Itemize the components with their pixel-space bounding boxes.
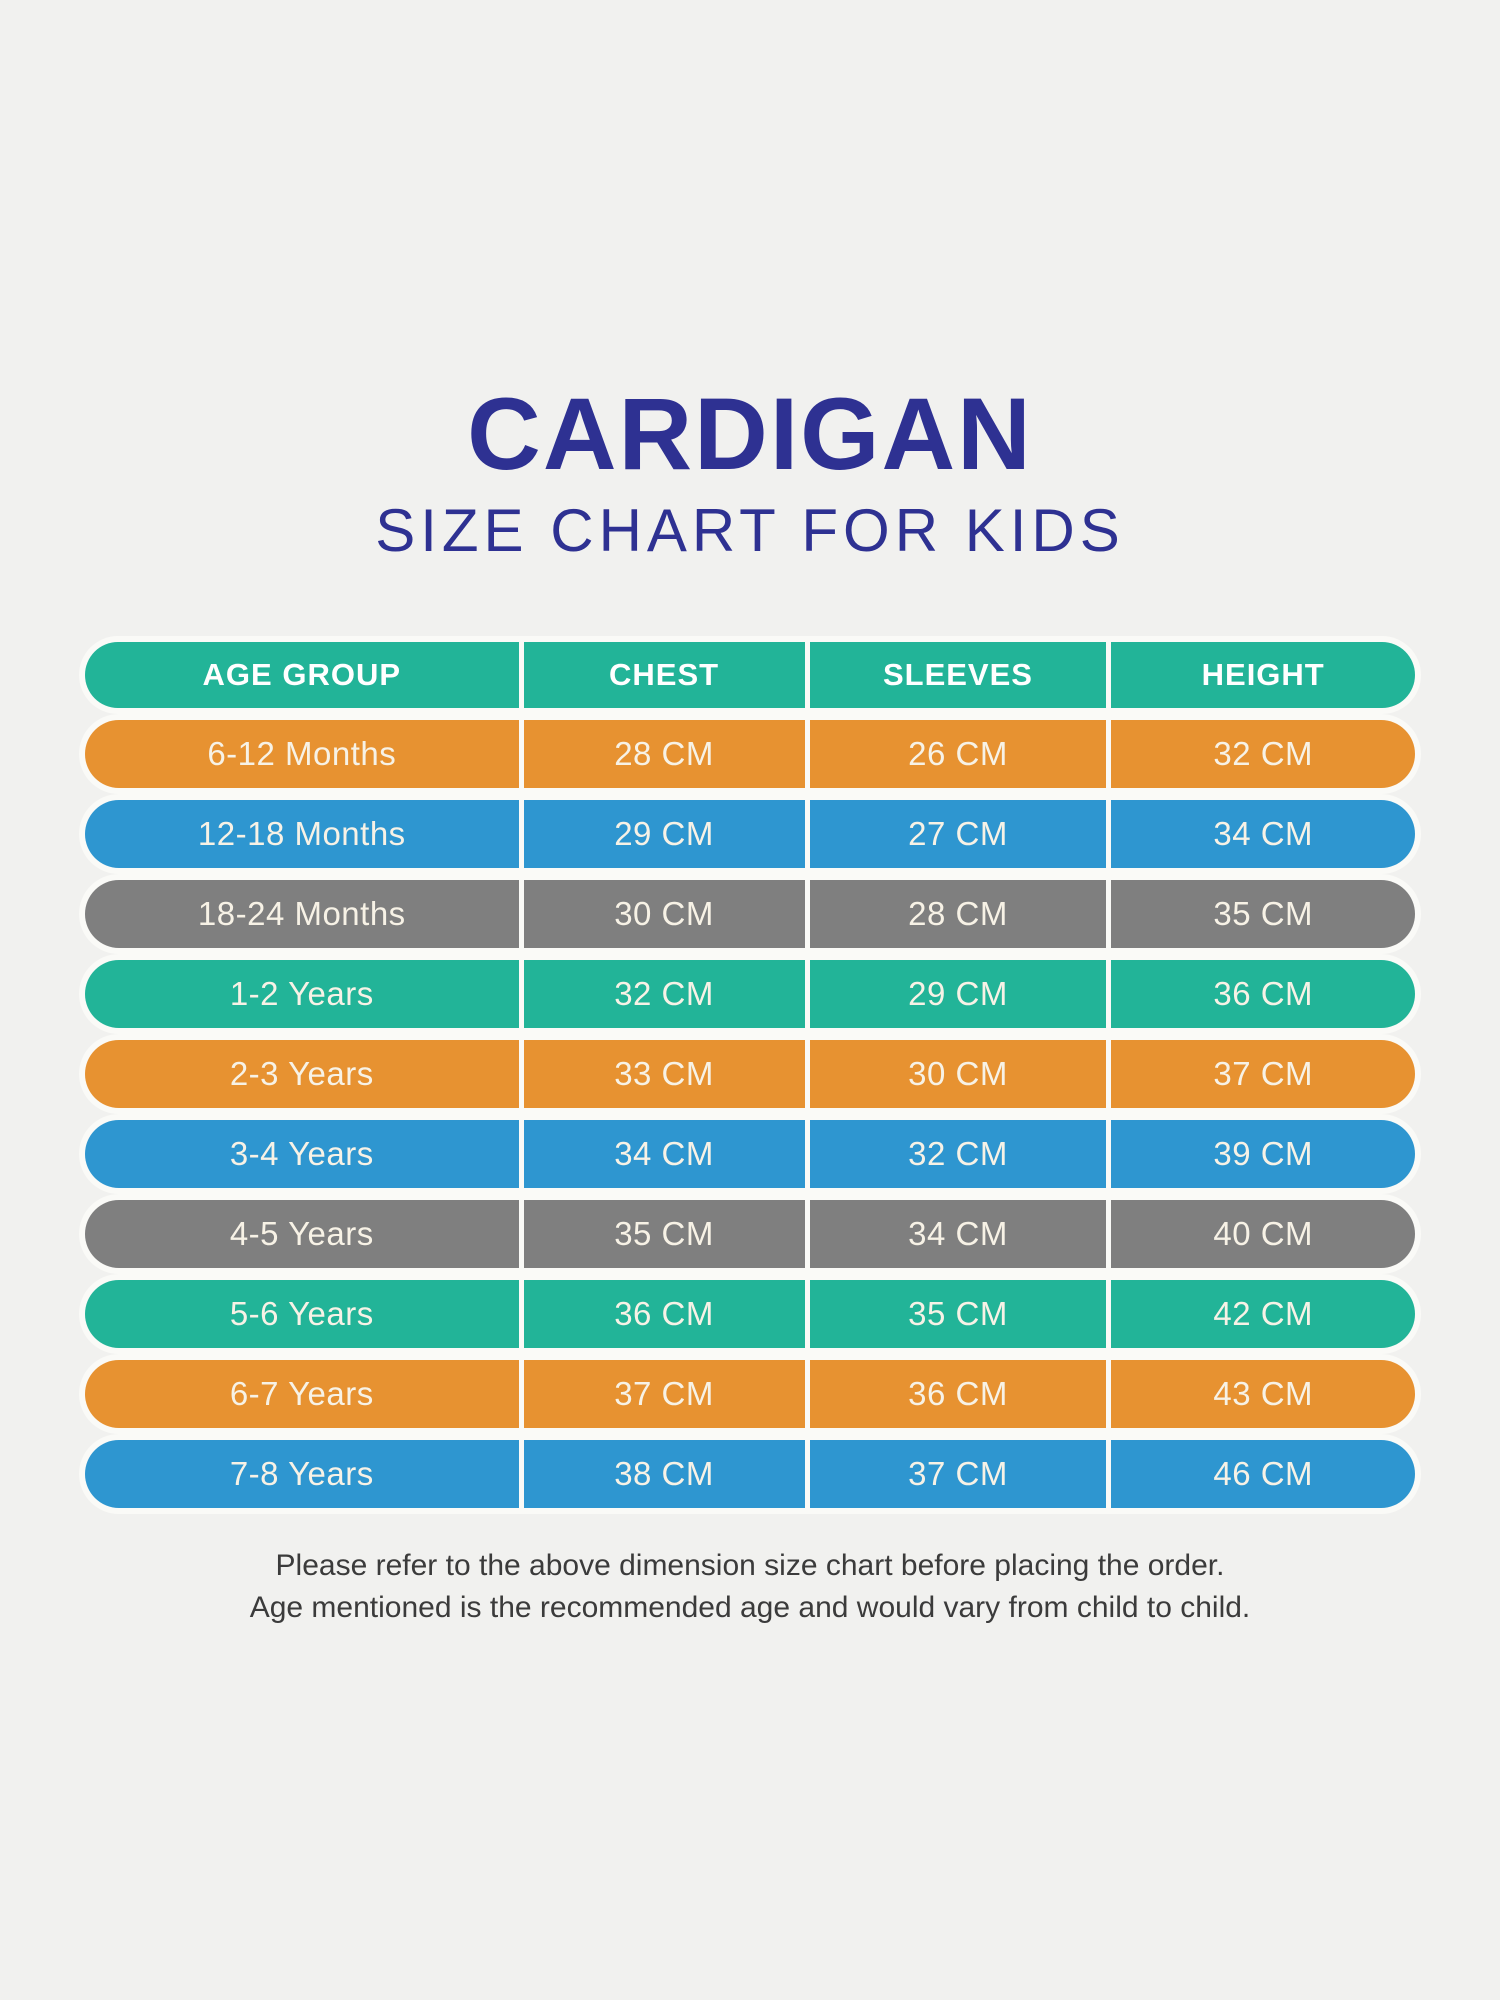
cell-height: 43 CM [1106,1360,1415,1428]
cell-age-group: 12-18 Months [197,815,406,852]
cell-height: 37 CM [1106,1040,1415,1108]
cell-sleeves: 35 CM [804,1280,1107,1348]
cell-age-group: 6-7 Years [229,1375,374,1412]
footer-line-1: Please refer to the above dimension size… [275,1549,1225,1582]
table-row: 2-3 Years 33 CM 30 CM 37 CM [85,1040,1415,1108]
table-row: 6-12 Months 28 CM 26 CM 32 CM [85,720,1415,788]
cell-chest: 38 CM [518,1440,805,1508]
table-row: 6-7 Years 37 CM 36 CM 43 CM [85,1360,1415,1428]
cell-chest: 36 CM [518,1280,805,1348]
cell-chest: 33 CM [518,1040,805,1108]
cell-sleeves: 32 CM [804,1120,1107,1188]
size-chart-table: AGE GROUP CHEST SLEEVES HEIGHT 6-12 Mont… [85,642,1415,1520]
cell-chest: 32 CM [518,960,805,1028]
title-block: CARDIGAN SIZE CHART FOR KIDS [0,383,1500,561]
table-row: 7-8 Years 38 CM 37 CM 46 CM [85,1440,1415,1508]
cell-sleeves: 36 CM [804,1360,1107,1428]
cell-sleeves: 34 CM [804,1200,1107,1268]
cell-height: 36 CM [1106,960,1415,1028]
cell-age-group: 2-3 Years [229,1055,374,1092]
cell-height: 46 CM [1106,1440,1415,1508]
page-subtitle: SIZE CHART FOR KIDS [375,497,1125,564]
table-row: 1-2 Years 32 CM 29 CM 36 CM [85,960,1415,1028]
table-header-row: AGE GROUP CHEST SLEEVES HEIGHT [85,642,1415,708]
cell-height: 42 CM [1106,1280,1415,1348]
column-header-sleeves: SLEEVES [804,642,1107,708]
footer-line-2: Age mentioned is the recommended age and… [249,1591,1251,1624]
cell-sleeves: 26 CM [804,720,1107,788]
cell-age-group: 4-5 Years [229,1215,374,1252]
cell-chest: 29 CM [518,800,805,868]
column-header-age-group: AGE GROUP [202,657,402,692]
table-body: 6-12 Months 28 CM 26 CM 32 CM 12-18 Mont… [85,720,1415,1508]
cell-height: 32 CM [1106,720,1415,788]
footer-note: Please refer to the above dimension size… [0,1545,1500,1629]
table-row: 18-24 Months 30 CM 28 CM 35 CM [85,880,1415,948]
cell-chest: 34 CM [518,1120,805,1188]
cell-height: 35 CM [1106,880,1415,948]
cell-height: 40 CM [1106,1200,1415,1268]
cell-chest: 35 CM [518,1200,805,1268]
cell-chest: 30 CM [518,880,805,948]
cell-age-group: 1-2 Years [229,975,374,1012]
cell-sleeves: 29 CM [804,960,1107,1028]
table-row: 4-5 Years 35 CM 34 CM 40 CM [85,1200,1415,1268]
cell-sleeves: 37 CM [804,1440,1107,1508]
cell-chest: 28 CM [518,720,805,788]
table-row: 3-4 Years 34 CM 32 CM 39 CM [85,1120,1415,1188]
cell-sleeves: 30 CM [804,1040,1107,1108]
column-header-chest: CHEST [518,642,805,708]
cell-age-group: 6-12 Months [207,735,397,772]
table-row: 12-18 Months 29 CM 27 CM 34 CM [85,800,1415,868]
cell-age-group: 7-8 Years [229,1455,374,1492]
cell-age-group: 3-4 Years [229,1135,374,1172]
table-row: 5-6 Years 36 CM 35 CM 42 CM [85,1280,1415,1348]
cell-age-group: 5-6 Years [229,1295,374,1332]
column-header-height: HEIGHT [1106,642,1415,708]
cell-sleeves: 28 CM [804,880,1107,948]
cell-age-group: 18-24 Months [197,895,406,932]
page-title: CARDIGAN [467,377,1033,491]
cell-height: 34 CM [1106,800,1415,868]
cell-chest: 37 CM [518,1360,805,1428]
cell-height: 39 CM [1106,1120,1415,1188]
cell-sleeves: 27 CM [804,800,1107,868]
